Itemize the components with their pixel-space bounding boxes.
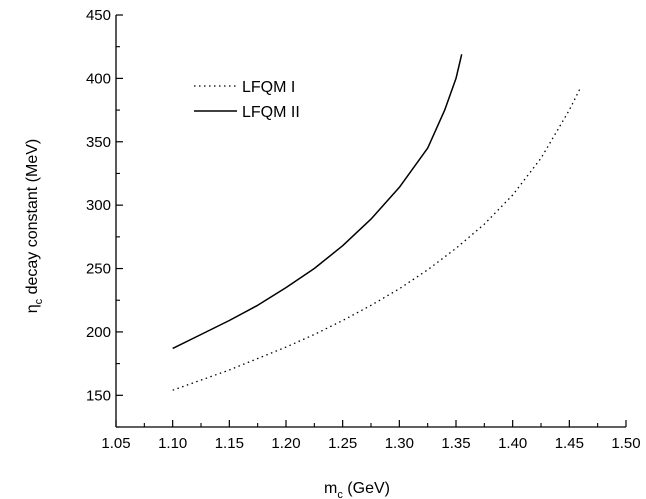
- legend-label-lfqm-i: LFQM I: [242, 79, 295, 96]
- x-axis-title-sub: c: [337, 489, 343, 499]
- y-tick-label: 200: [86, 324, 111, 341]
- x-tick-label: 1.20: [271, 435, 300, 452]
- legend: LFQM I LFQM II: [194, 79, 300, 121]
- x-tick-label: 1.45: [555, 435, 584, 452]
- series-line-lfqm-i: [172, 87, 582, 391]
- x-tick-label: 1.05: [101, 435, 130, 452]
- y-tick-label: 400: [86, 70, 111, 87]
- y-axis-title-main: η: [24, 304, 41, 313]
- x-tick-label: 1.15: [215, 435, 244, 452]
- x-tick-label: 1.50: [611, 435, 640, 452]
- y-ticks: 150 200 250 300 350 400 450: [86, 7, 123, 428]
- x-tick-label: 1.25: [328, 435, 357, 452]
- x-tick-label: 1.30: [385, 435, 414, 452]
- x-tick-label: 1.35: [441, 435, 470, 452]
- x-axis-title-main: m: [324, 480, 337, 497]
- y-tick-label: 150: [86, 387, 111, 404]
- x-axis-title-rest: (GeV): [343, 480, 390, 497]
- series-line-lfqm-ii: [172, 54, 463, 350]
- y-axis-title-sub: c: [33, 298, 45, 304]
- y-tick-label: 300: [86, 197, 111, 214]
- legend-label-lfqm-ii: LFQM II: [242, 104, 300, 121]
- x-ticks: 1.05 1.10 1.15 1.20 1.25 1.30 1.35 1.40 1.45 1.50: [101, 420, 641, 452]
- series-layer: [172, 54, 582, 391]
- y-tick-label: 250: [86, 261, 111, 278]
- y-tick-label: 450: [86, 7, 111, 24]
- y-axis-title: ηc decay constant (MeV): [24, 139, 45, 313]
- x-tick-label: 1.10: [158, 435, 187, 452]
- x-tick-label: 1.40: [498, 435, 527, 452]
- y-tick-label: 350: [86, 134, 111, 151]
- x-axis-title: mc (GeV): [324, 480, 390, 499]
- y-axis-title-rest: decay constant (MeV): [24, 139, 41, 299]
